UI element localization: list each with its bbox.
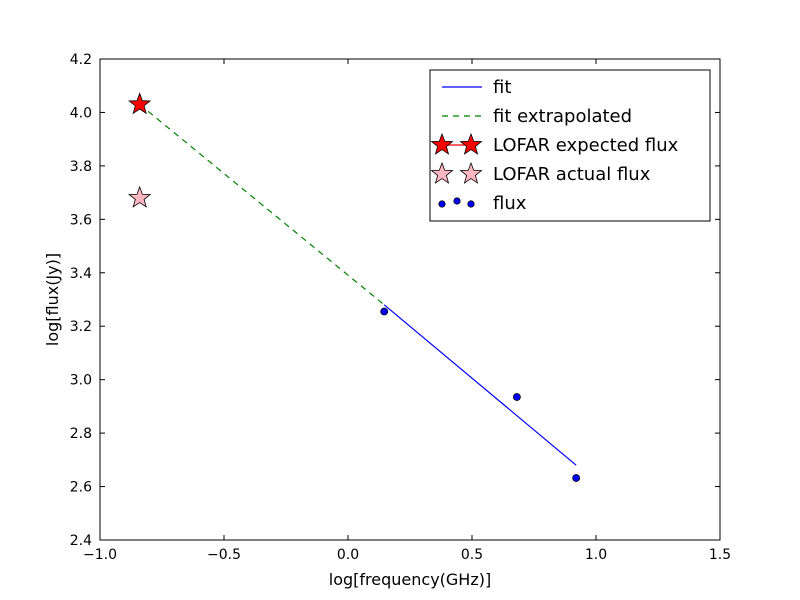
flux-point [512, 393, 521, 401]
y-tick-label: 3.0 [70, 373, 92, 389]
legend-marker-flux [467, 200, 475, 208]
flux-point [572, 474, 581, 482]
legend-marker-lofar-actual-flux [430, 161, 454, 184]
legend-marker-flux [453, 197, 461, 205]
y-tick-label: 2.6 [70, 480, 92, 496]
plot-area [128, 92, 581, 482]
legend-marker-lofar-expected-flux [430, 132, 454, 155]
axis-ticks: −1.0 −0.5 0.0 0.5 1.0 1.5 2.4 2.6 2.8 3.0 3.2 3.4 3.… [70, 52, 731, 563]
fit-extrapolated-line [139, 103, 385, 306]
y-tick-label: 4.0 [70, 105, 92, 121]
y-tick-label: 3.8 [70, 159, 92, 175]
x-tick-label: −1.0 [83, 547, 117, 563]
x-tick-label: 0.5 [461, 547, 483, 563]
legend-label-lofar-actual-flux: LOFAR actual flux [493, 164, 651, 185]
x-axis-label: log[frequency(GHz)] [329, 570, 491, 589]
lofar-actual-flux-point [128, 185, 152, 208]
legend: fit fit extrapolated LOFAR expected flux LO… [429, 69, 711, 222]
y-tick-label: 2.8 [70, 426, 92, 442]
x-tick-label: 1.0 [585, 547, 607, 563]
x-tick-label: 1.5 [709, 547, 731, 563]
legend-label-lofar-expected-flux: LOFAR expected flux [493, 135, 679, 156]
x-tick-label: −0.5 [207, 547, 241, 563]
y-tick-label: 4.2 [70, 52, 92, 68]
legend-marker-flux [438, 200, 446, 208]
y-tick-label: 3.2 [70, 319, 92, 335]
axes-frame [99, 58, 721, 541]
lofar-expected-flux-point [128, 92, 152, 115]
legend-marker-lofar-expected-flux [459, 132, 483, 155]
legend-label-fit: fit [493, 77, 511, 98]
y-axis-label: log[flux(Jy)] [43, 253, 62, 346]
legend-marker-lofar-actual-flux [459, 161, 483, 184]
legend-label-flux: flux [493, 193, 527, 214]
y-tick-label: 2.4 [70, 533, 92, 549]
y-tick-label: 3.6 [70, 212, 92, 228]
x-tick-label: 0.0 [337, 547, 359, 563]
fit-line [383, 304, 577, 466]
y-tick-label: 3.4 [70, 266, 92, 282]
flux-point [380, 307, 389, 316]
legend-label-fit-extrapolated: fit extrapolated [493, 106, 632, 127]
